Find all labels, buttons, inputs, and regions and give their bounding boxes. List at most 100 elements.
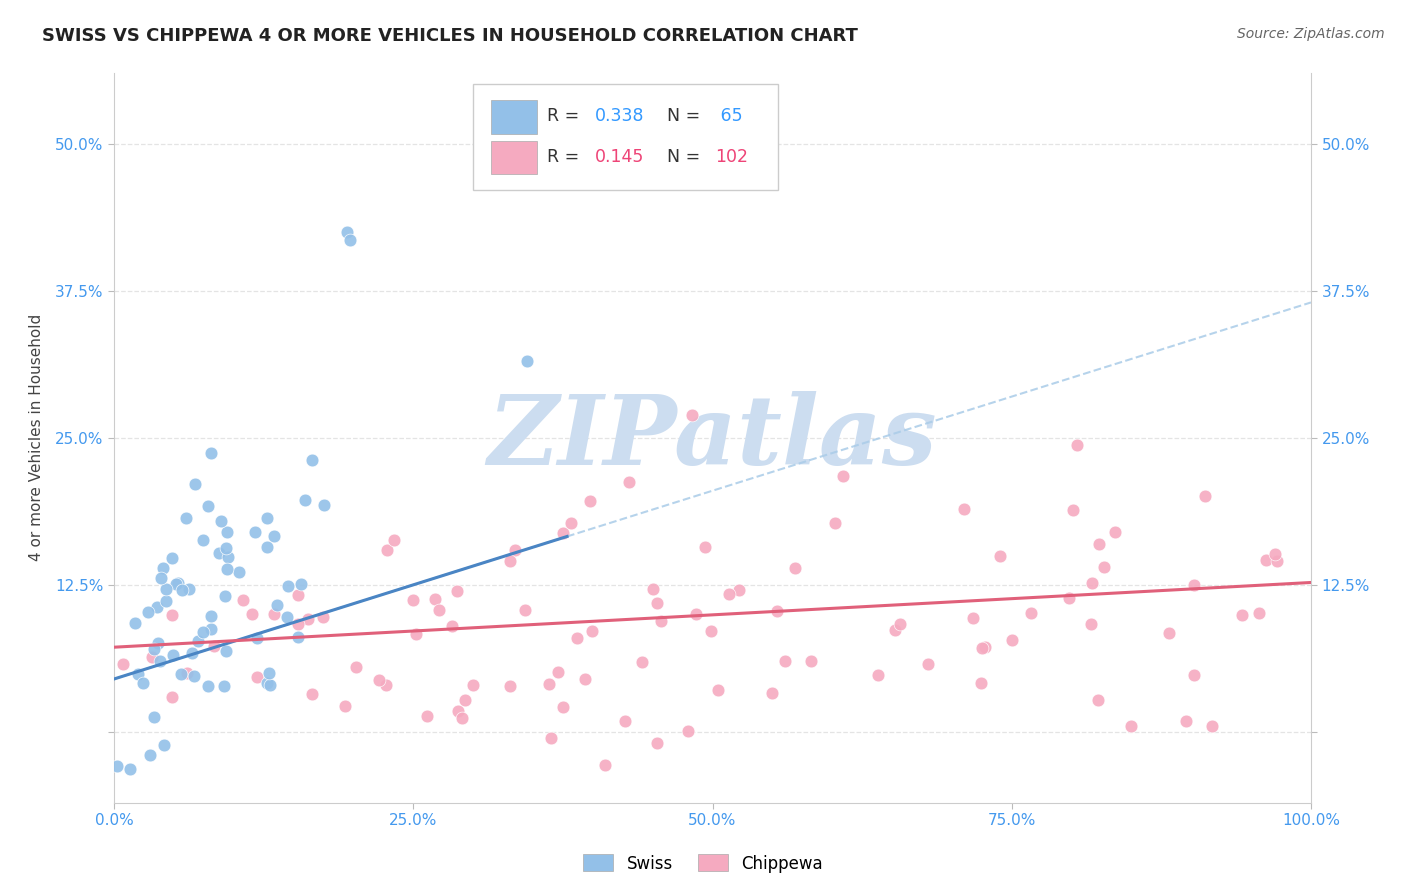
Text: SWISS VS CHIPPEWA 4 OR MORE VEHICLES IN HOUSEHOLD CORRELATION CHART: SWISS VS CHIPPEWA 4 OR MORE VEHICLES IN … xyxy=(42,27,858,45)
Point xyxy=(170,583,193,598)
Point xyxy=(152,738,174,752)
Point xyxy=(181,646,204,660)
Point xyxy=(162,608,184,623)
Point xyxy=(146,600,169,615)
Point xyxy=(884,623,907,637)
Point xyxy=(427,603,450,617)
Point xyxy=(693,540,716,554)
Point xyxy=(176,666,198,681)
Point xyxy=(1092,559,1115,574)
Point xyxy=(367,673,389,687)
Point xyxy=(970,675,993,690)
Legend: Swiss, Chippewa: Swiss, Chippewa xyxy=(576,847,830,880)
Point xyxy=(761,686,783,700)
Point xyxy=(215,562,238,576)
Point xyxy=(209,514,232,528)
Point xyxy=(197,500,219,514)
Point xyxy=(567,631,589,645)
Point xyxy=(200,609,222,624)
Point xyxy=(202,639,225,653)
Point xyxy=(256,511,278,525)
Point xyxy=(297,612,319,626)
Point xyxy=(382,533,405,547)
Point xyxy=(177,582,200,596)
Point xyxy=(619,475,641,489)
Y-axis label: 4 or more Vehicles in Household: 4 or more Vehicles in Household xyxy=(30,314,44,561)
Point xyxy=(127,666,149,681)
Point xyxy=(124,615,146,630)
Point xyxy=(160,690,183,704)
Point xyxy=(1264,547,1286,561)
Point xyxy=(499,554,522,568)
Point xyxy=(212,679,235,693)
Point xyxy=(868,667,890,681)
Point xyxy=(540,731,562,746)
Point xyxy=(314,498,336,512)
Point xyxy=(1265,554,1288,568)
Text: R =: R = xyxy=(547,107,585,125)
Point xyxy=(446,704,468,718)
Point xyxy=(276,609,298,624)
Point xyxy=(681,408,703,422)
Point xyxy=(184,476,207,491)
Point xyxy=(685,607,707,621)
Point xyxy=(953,502,976,516)
Point xyxy=(146,636,169,650)
Point xyxy=(375,678,398,692)
Point xyxy=(1232,608,1254,623)
Point xyxy=(645,596,668,610)
Point xyxy=(574,672,596,686)
Point xyxy=(246,670,269,684)
Point xyxy=(707,682,730,697)
Point xyxy=(631,655,654,669)
Point xyxy=(962,610,984,624)
Point xyxy=(256,541,278,555)
Point xyxy=(240,607,263,621)
Text: 0.145: 0.145 xyxy=(595,148,644,166)
Point xyxy=(290,576,312,591)
Point xyxy=(142,710,165,724)
Point xyxy=(972,640,994,655)
Point xyxy=(136,605,159,619)
Point xyxy=(451,711,474,725)
Point xyxy=(676,723,699,738)
Point xyxy=(1066,438,1088,452)
Point xyxy=(1194,489,1216,503)
Point xyxy=(416,709,439,723)
Point xyxy=(547,665,569,680)
Point xyxy=(579,493,602,508)
Point xyxy=(200,446,222,460)
Point xyxy=(256,676,278,690)
Point xyxy=(183,669,205,683)
Point xyxy=(246,631,269,645)
Point xyxy=(346,659,368,673)
Point xyxy=(263,607,285,622)
Point xyxy=(917,657,939,672)
Point xyxy=(301,687,323,701)
Point xyxy=(215,524,238,539)
Point xyxy=(266,598,288,612)
Point xyxy=(259,678,281,692)
Point xyxy=(641,582,664,596)
Point xyxy=(581,624,603,638)
Point xyxy=(333,699,356,714)
Point xyxy=(1175,714,1198,728)
Point xyxy=(516,354,538,368)
Text: 0.338: 0.338 xyxy=(595,107,645,125)
Point xyxy=(973,640,995,655)
Point xyxy=(162,648,184,662)
Point xyxy=(143,642,166,657)
Point xyxy=(700,624,723,639)
Point xyxy=(214,589,236,603)
Point xyxy=(499,679,522,693)
Point xyxy=(217,550,239,565)
Point xyxy=(339,233,361,247)
Point xyxy=(553,526,575,541)
FancyBboxPatch shape xyxy=(491,141,537,175)
Point xyxy=(513,602,536,616)
Point xyxy=(287,588,309,602)
Point xyxy=(593,757,616,772)
Point xyxy=(167,576,190,591)
Point xyxy=(263,528,285,542)
Point xyxy=(1057,591,1080,605)
